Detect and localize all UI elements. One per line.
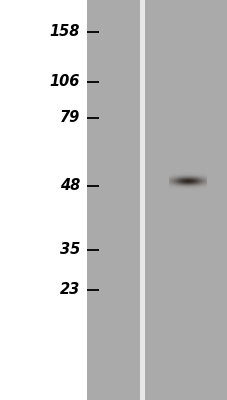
Text: 35: 35 bbox=[59, 242, 79, 258]
Bar bbox=[144, 0, 227, 400]
Text: 106: 106 bbox=[49, 74, 79, 90]
Text: 79: 79 bbox=[59, 110, 79, 126]
Text: 158: 158 bbox=[49, 24, 79, 40]
Text: 48: 48 bbox=[59, 178, 79, 194]
Text: 23: 23 bbox=[59, 282, 79, 298]
Bar bbox=[140, 0, 144, 400]
Bar bbox=[86, 0, 140, 400]
